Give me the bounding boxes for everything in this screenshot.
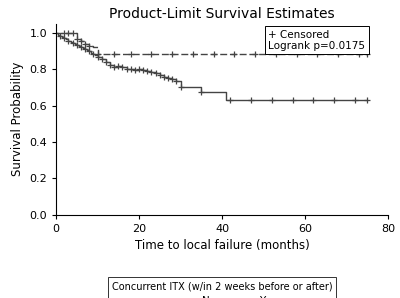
Text: + Censored
Logrank p=0.0175: + Censored Logrank p=0.0175	[268, 30, 366, 51]
Legend: No, Yes: No, Yes	[108, 277, 336, 298]
Y-axis label: Survival Probability: Survival Probability	[11, 62, 24, 176]
Title: Product-Limit Survival Estimates: Product-Limit Survival Estimates	[109, 7, 335, 21]
X-axis label: Time to local failure (months): Time to local failure (months)	[135, 239, 309, 252]
